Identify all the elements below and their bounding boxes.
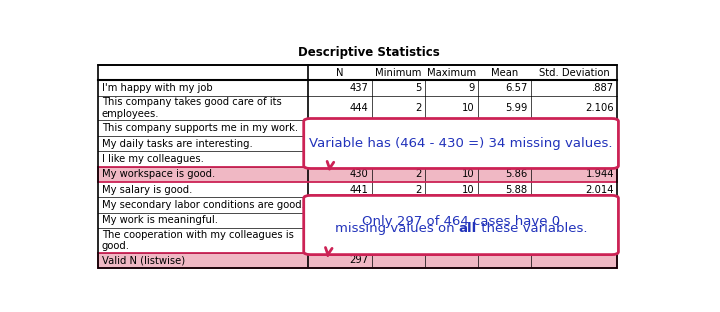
Bar bbox=[99, 136, 617, 151]
Text: My workspace is good.: My workspace is good. bbox=[102, 169, 215, 179]
FancyBboxPatch shape bbox=[304, 119, 618, 168]
Bar bbox=[99, 65, 617, 268]
Text: Mean: Mean bbox=[491, 68, 518, 78]
Bar bbox=[99, 253, 617, 268]
Text: 10: 10 bbox=[462, 185, 474, 195]
Text: My work is meaningful.: My work is meaningful. bbox=[102, 215, 217, 225]
Text: these variables.: these variables. bbox=[477, 222, 588, 235]
Bar bbox=[99, 228, 617, 253]
Text: 5.88: 5.88 bbox=[505, 185, 528, 195]
Text: 5: 5 bbox=[415, 83, 421, 93]
Text: Minimum: Minimum bbox=[375, 68, 421, 78]
Text: 4: 4 bbox=[415, 154, 421, 164]
Bar bbox=[99, 182, 617, 197]
Text: 2.106: 2.106 bbox=[585, 103, 614, 113]
Text: My salary is good.: My salary is good. bbox=[102, 185, 192, 195]
Text: 10: 10 bbox=[462, 103, 474, 113]
Bar bbox=[99, 80, 617, 96]
Bar bbox=[99, 197, 617, 213]
Text: 2.014: 2.014 bbox=[585, 185, 614, 195]
Text: all: all bbox=[459, 222, 477, 235]
Text: 9: 9 bbox=[468, 83, 474, 93]
Text: 441: 441 bbox=[350, 185, 369, 195]
Text: 2: 2 bbox=[415, 103, 421, 113]
Text: The cooperation with my colleagues is
good.: The cooperation with my colleagues is go… bbox=[102, 230, 294, 251]
Text: 2: 2 bbox=[415, 169, 421, 179]
Text: 7.74: 7.74 bbox=[505, 154, 528, 164]
Text: My secondary labor conditions are good.: My secondary labor conditions are good. bbox=[102, 200, 305, 210]
Text: N: N bbox=[336, 68, 343, 78]
Text: Variable has (464 - 430 =) 34 missing values.: Variable has (464 - 430 =) 34 missing va… bbox=[310, 137, 613, 150]
Text: My daily tasks are interesting.: My daily tasks are interesting. bbox=[102, 139, 253, 149]
Text: missing values on: missing values on bbox=[335, 222, 459, 235]
Text: .99: .99 bbox=[598, 235, 614, 246]
Text: Std. Deviation: Std. Deviation bbox=[539, 68, 609, 78]
Text: 444: 444 bbox=[350, 103, 369, 113]
Text: 437: 437 bbox=[350, 83, 369, 93]
Text: 6.57: 6.57 bbox=[505, 83, 528, 93]
Text: 2: 2 bbox=[415, 185, 421, 195]
Text: .887: .887 bbox=[592, 83, 614, 93]
Text: 1.632: 1.632 bbox=[585, 154, 614, 164]
Text: .45: .45 bbox=[598, 200, 614, 210]
Text: I like my colleagues.: I like my colleagues. bbox=[102, 154, 204, 164]
Bar bbox=[99, 65, 617, 268]
Text: 1.944: 1.944 bbox=[585, 169, 614, 179]
Bar bbox=[99, 213, 617, 228]
Text: This company supports me in my work.: This company supports me in my work. bbox=[102, 123, 298, 133]
Text: Only 297 of 464 cases have 0: Only 297 of 464 cases have 0 bbox=[362, 215, 560, 228]
Text: 10: 10 bbox=[462, 154, 474, 164]
Text: 5.99: 5.99 bbox=[505, 103, 528, 113]
Text: I'm happy with my job: I'm happy with my job bbox=[102, 83, 212, 93]
Bar bbox=[99, 96, 617, 120]
Text: .59: .59 bbox=[598, 215, 614, 225]
Text: 430: 430 bbox=[350, 169, 369, 179]
Bar bbox=[99, 167, 617, 182]
Text: .680: .680 bbox=[592, 139, 614, 149]
Bar bbox=[99, 151, 617, 167]
Text: Valid N (listwise): Valid N (listwise) bbox=[102, 256, 185, 266]
Text: 10: 10 bbox=[462, 169, 474, 179]
Text: 447: 447 bbox=[350, 154, 369, 164]
Text: This company takes good care of its
employees.: This company takes good care of its empl… bbox=[102, 97, 282, 119]
Text: 5.86: 5.86 bbox=[505, 169, 528, 179]
FancyBboxPatch shape bbox=[304, 195, 618, 255]
Bar bbox=[99, 120, 617, 136]
Text: 297: 297 bbox=[349, 256, 369, 266]
Text: Descriptive Statistics: Descriptive Statistics bbox=[298, 46, 440, 59]
Text: .102: .102 bbox=[592, 123, 614, 133]
Text: Maximum: Maximum bbox=[427, 68, 476, 78]
